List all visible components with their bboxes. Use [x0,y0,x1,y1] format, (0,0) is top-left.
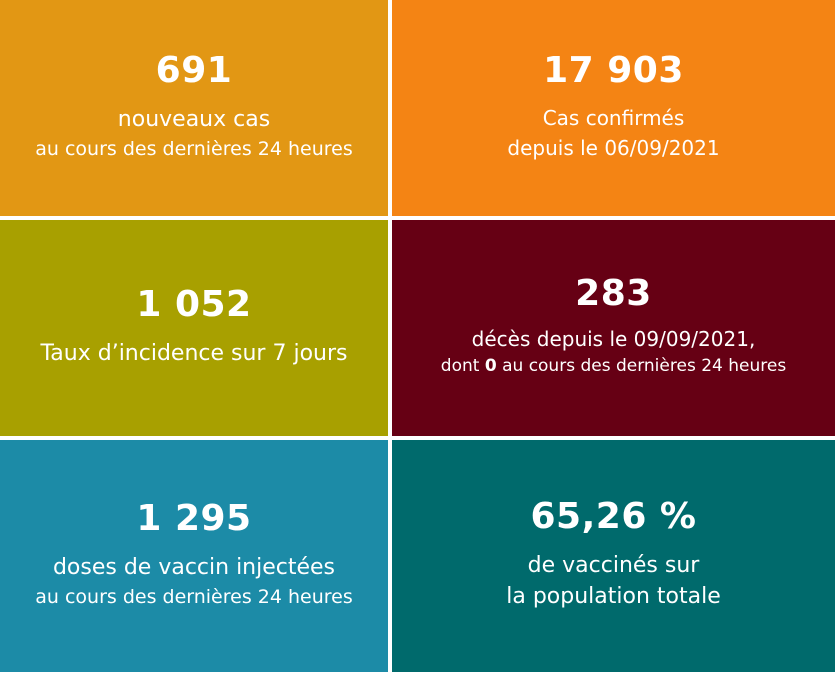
tile-confirmed-cases: 17 903 Cas confirmés depuis le 06/09/202… [392,0,835,216]
incidence-label: Taux d’incidence sur 7 jours [40,340,348,366]
tile-vaccine-doses: 1 295 doses de vaccin injectées au cours… [0,440,388,672]
vaccine-doses-label: doses de vaccin injectées [52,555,336,581]
new-cases-sublabel: au cours des dernières 24 heures [35,138,353,161]
deaths-label: décès depuis le 09/09/2021, [471,327,756,352]
confirmed-cases-sublabel: depuis le 06/09/2021 [507,136,720,160]
vaccination-rate-label: de vaccinés sur [527,553,700,579]
vaccine-doses-value: 1 295 [136,498,252,540]
vaccination-rate-value: 65,26 % [530,496,697,538]
tile-new-cases: 691 nouveaux cas au cours des dernières … [0,0,388,216]
deaths-last-24h-count: 0 [484,356,497,377]
deaths-value: 283 [575,273,652,315]
deaths-sublabel: dont 0 au cours des dernières 24 heures [441,354,786,380]
tile-vaccination-rate: 65,26 % de vaccinés sur la population to… [392,440,835,672]
tile-deaths: 283 décès depuis le 09/09/2021, dont 0 a… [392,220,835,436]
vaccine-doses-sublabel: au cours des dernières 24 heures [35,586,353,609]
vaccination-rate-sublabel: la population totale [506,584,721,609]
new-cases-value: 691 [155,50,233,92]
new-cases-label: nouveaux cas [117,107,271,133]
confirmed-cases-value: 17 903 [543,50,684,91]
confirmed-cases-label: Cas confirmés [542,106,685,130]
incidence-value: 1 052 [136,283,252,325]
deaths-sublabel-suffix: au cours des dernières 24 heures [502,356,787,377]
tile-incidence: 1 052 Taux d’incidence sur 7 jours [0,220,388,436]
deaths-sublabel-prefix: dont [440,356,480,377]
